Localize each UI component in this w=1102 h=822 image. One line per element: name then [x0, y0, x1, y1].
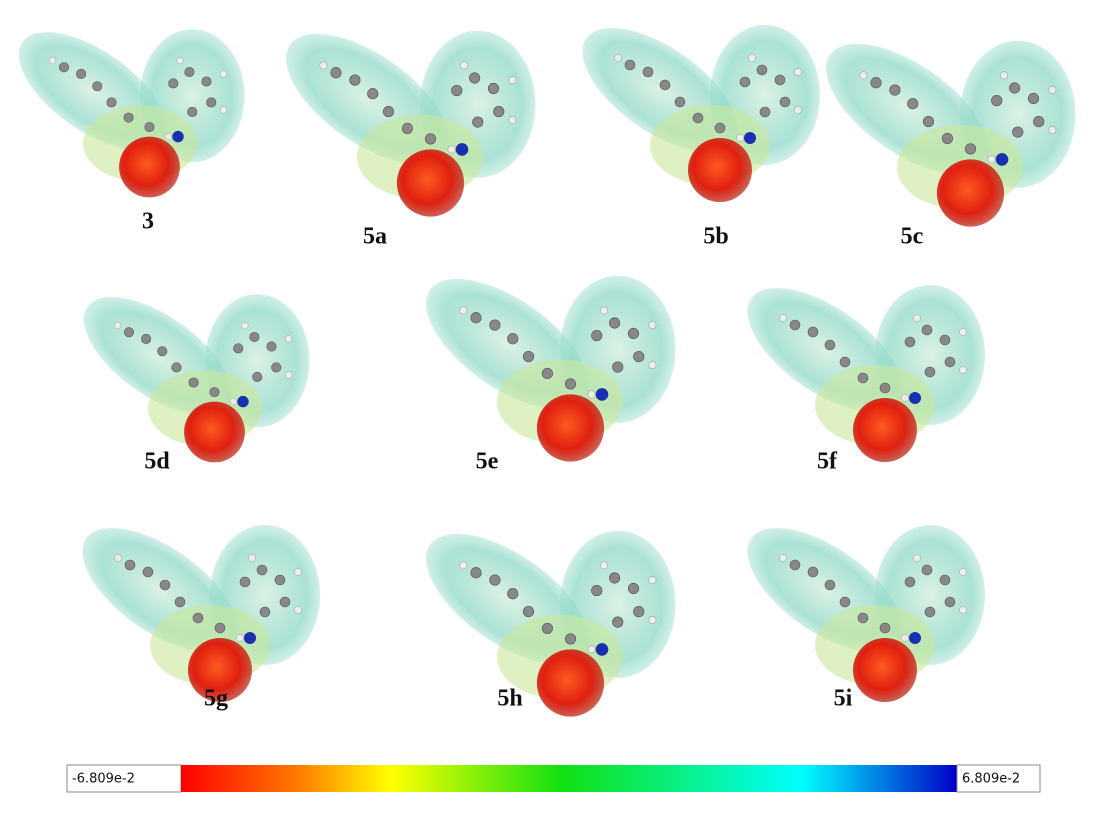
label: 5c — [901, 224, 924, 250]
label: 3 — [142, 209, 154, 235]
molecule-map — [562, 4, 820, 202]
colorbar-max-label: 6.809e-2 — [962, 772, 1020, 787]
colorbar-gradient — [181, 765, 957, 792]
label: 5i — [834, 686, 853, 712]
label: 5g — [204, 686, 228, 712]
label: 5d — [144, 449, 170, 475]
label: 5e — [476, 449, 499, 475]
molecule-map — [405, 509, 676, 717]
molecule-map — [727, 264, 985, 462]
molecule-map — [0, 9, 245, 197]
molecules — [0, 4, 1076, 717]
label: 5a — [363, 224, 387, 250]
colorbar-min-label: -6.809e-2 — [72, 772, 135, 787]
label: 5f — [817, 449, 838, 475]
molecule-map — [265, 9, 536, 217]
molecule-map — [65, 274, 310, 462]
label: 5h — [497, 686, 522, 712]
label: 5b — [703, 224, 728, 250]
colorbar: -6.809e-2 6.809e-2 — [67, 765, 1040, 792]
figure: 3 5a 5b 5c 5d 5e 5f 5g 5h 5i -6.809e-2 6… — [0, 0, 1102, 822]
molecule-map — [727, 504, 985, 702]
molecule-map — [62, 504, 320, 702]
molecule-map — [805, 19, 1076, 227]
molecule-map — [405, 254, 676, 462]
